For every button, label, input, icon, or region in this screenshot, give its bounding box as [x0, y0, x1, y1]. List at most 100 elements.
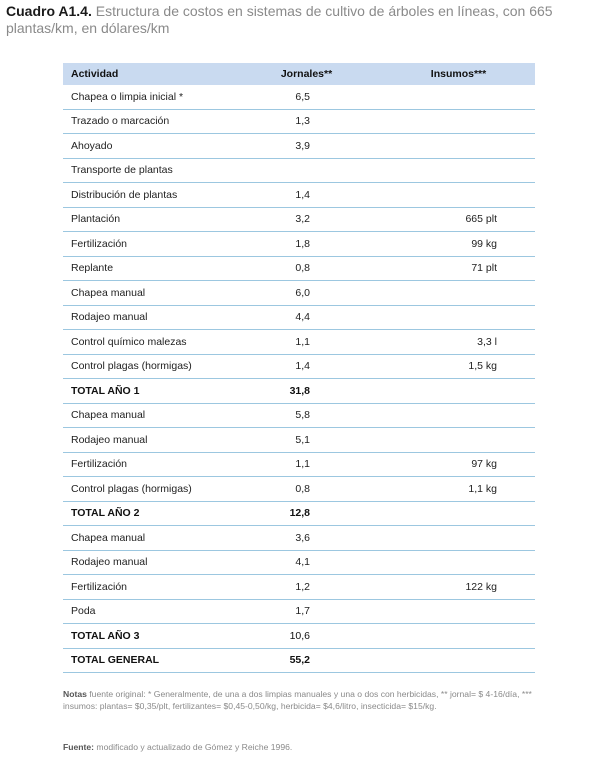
cell-insumos — [382, 305, 535, 330]
cell-jornales: 55,2 — [231, 648, 382, 673]
cell-actividad: TOTAL AÑO 1 — [63, 378, 231, 404]
cell-insumos: 99 kg — [382, 231, 535, 257]
cell-insumos — [382, 85, 535, 110]
table-row: Fertilización 1,8 99 kg — [63, 231, 535, 257]
cell-jornales: 6,0 — [231, 280, 382, 306]
table-row: Rodajeo manual 4,4 — [63, 305, 535, 330]
cell-jornales: 5,1 — [231, 427, 382, 453]
table-header-row: Actividad Jornales** Insumos*** — [63, 63, 535, 85]
table-total-row: TOTAL AÑO 1 31,8 — [63, 378, 535, 404]
table-notes: Notas fuente original: * Generalmente, d… — [63, 688, 539, 712]
cell-jornales — [231, 158, 382, 183]
cell-insumos — [382, 133, 535, 159]
cell-actividad: Chapea manual — [63, 280, 231, 306]
table-row: Chapea manual 5,8 — [63, 403, 535, 428]
table-row: Trazado o marcación 1,3 — [63, 109, 535, 134]
cell-insumos: 1,1 kg — [382, 476, 535, 502]
table-row: Replante 0,8 71 plt — [63, 256, 535, 281]
cell-jornales: 4,1 — [231, 550, 382, 575]
header-actividad: Actividad — [63, 63, 231, 85]
table-total-row: TOTAL AÑO 3 10,6 — [63, 623, 535, 649]
cell-insumos — [382, 280, 535, 306]
cell-insumos: 97 kg — [382, 452, 535, 477]
table-row: Transporte de plantas — [63, 158, 535, 183]
cell-actividad: Control plagas (hormigas) — [63, 476, 231, 502]
table-row: Chapea o limpia inicial * 6,5 — [63, 85, 535, 110]
cell-jornales: 6,5 — [231, 85, 382, 110]
table-caption: Cuadro A1.4. Estructura de costos en sis… — [6, 3, 594, 37]
cell-actividad: Rodajeo manual — [63, 305, 231, 330]
cell-actividad: Plantación — [63, 207, 231, 232]
cell-jornales: 3,2 — [231, 207, 382, 232]
table-row: Plantación 3,2 665 plt — [63, 207, 535, 232]
cell-jornales: 1,4 — [231, 182, 382, 208]
cell-insumos: 122 kg — [382, 574, 535, 600]
cell-jornales: 1,2 — [231, 574, 382, 600]
table-row: Distribución de plantas 1,4 — [63, 182, 535, 208]
cell-jornales: 0,8 — [231, 256, 382, 281]
cell-actividad: Control químico malezas — [63, 329, 231, 355]
cell-insumos — [382, 525, 535, 551]
source-text: modificado y actualizado de Gómez y Reic… — [96, 742, 293, 752]
notes-text: fuente original: * Generalmente, de una … — [63, 689, 532, 711]
cell-insumos: 3,3 l — [382, 329, 535, 355]
cell-insumos — [382, 378, 535, 404]
cell-actividad: Chapea o limpia inicial * — [63, 85, 231, 110]
cell-insumos — [382, 501, 535, 526]
cell-insumos — [382, 623, 535, 649]
cell-actividad: Trazado o marcación — [63, 109, 231, 134]
cell-jornales: 31,8 — [231, 378, 382, 404]
cell-actividad: Ahoyado — [63, 133, 231, 159]
cell-actividad: Rodajeo manual — [63, 427, 231, 453]
header-jornales: Jornales** — [231, 63, 382, 85]
header-insumos: Insumos*** — [382, 63, 535, 85]
cell-insumos: 71 plt — [382, 256, 535, 281]
cell-actividad: Distribución de plantas — [63, 182, 231, 208]
cell-actividad: Transporte de plantas — [63, 158, 231, 183]
cell-jornales: 1,8 — [231, 231, 382, 257]
cell-insumos: 665 plt — [382, 207, 535, 232]
cell-jornales: 3,6 — [231, 525, 382, 551]
cell-insumos — [382, 182, 535, 208]
cell-jornales: 1,7 — [231, 599, 382, 624]
cell-insumos — [382, 427, 535, 453]
cell-insumos — [382, 550, 535, 575]
table-row: Chapea manual 6,0 — [63, 280, 535, 306]
cell-actividad: TOTAL AÑO 3 — [63, 623, 231, 649]
table-row: Control plagas (hormigas) 1,4 1,5 kg — [63, 354, 535, 379]
cell-actividad: Fertilización — [63, 452, 231, 477]
cell-actividad: Chapea manual — [63, 403, 231, 428]
cell-actividad: TOTAL GENERAL — [63, 648, 231, 673]
cell-jornales: 12,8 — [231, 501, 382, 526]
cell-jornales: 1,1 — [231, 452, 382, 477]
cell-insumos: 1,5 kg — [382, 354, 535, 379]
cell-jornales: 10,6 — [231, 623, 382, 649]
cell-jornales: 4,4 — [231, 305, 382, 330]
cell-jornales: 1,4 — [231, 354, 382, 379]
table-row: Control plagas (hormigas) 0,8 1,1 kg — [63, 476, 535, 502]
table-row: Chapea manual 3,6 — [63, 525, 535, 551]
cell-jornales: 5,8 — [231, 403, 382, 428]
cell-actividad: Control plagas (hormigas) — [63, 354, 231, 379]
cell-insumos — [382, 648, 535, 673]
cell-actividad: Poda — [63, 599, 231, 624]
table-row: Rodajeo manual 5,1 — [63, 427, 535, 453]
table-row: Rodajeo manual 4,1 — [63, 550, 535, 575]
table-total-row: TOTAL AÑO 2 12,8 — [63, 501, 535, 526]
caption-text: Estructura de costos en sistemas de cult… — [6, 3, 553, 36]
table-row: Fertilización 1,1 97 kg — [63, 452, 535, 477]
cell-actividad: Fertilización — [63, 231, 231, 257]
table-row: Poda 1,7 — [63, 599, 535, 624]
cell-actividad: TOTAL AÑO 2 — [63, 501, 231, 526]
cell-actividad: Fertilización — [63, 574, 231, 600]
source-label: Fuente: — [63, 742, 95, 752]
cell-jornales: 3,9 — [231, 133, 382, 159]
table-total-row: TOTAL GENERAL 55,2 — [63, 648, 535, 673]
cell-insumos — [382, 109, 535, 134]
table-body: Chapea o limpia inicial * 6,5 Trazado o ma… — [63, 85, 535, 673]
cell-insumos — [382, 599, 535, 624]
cell-insumos — [382, 158, 535, 183]
cell-jornales: 0,8 — [231, 476, 382, 502]
cell-actividad: Chapea manual — [63, 525, 231, 551]
table-row: Control químico malezas 1,1 3,3 l — [63, 329, 535, 355]
